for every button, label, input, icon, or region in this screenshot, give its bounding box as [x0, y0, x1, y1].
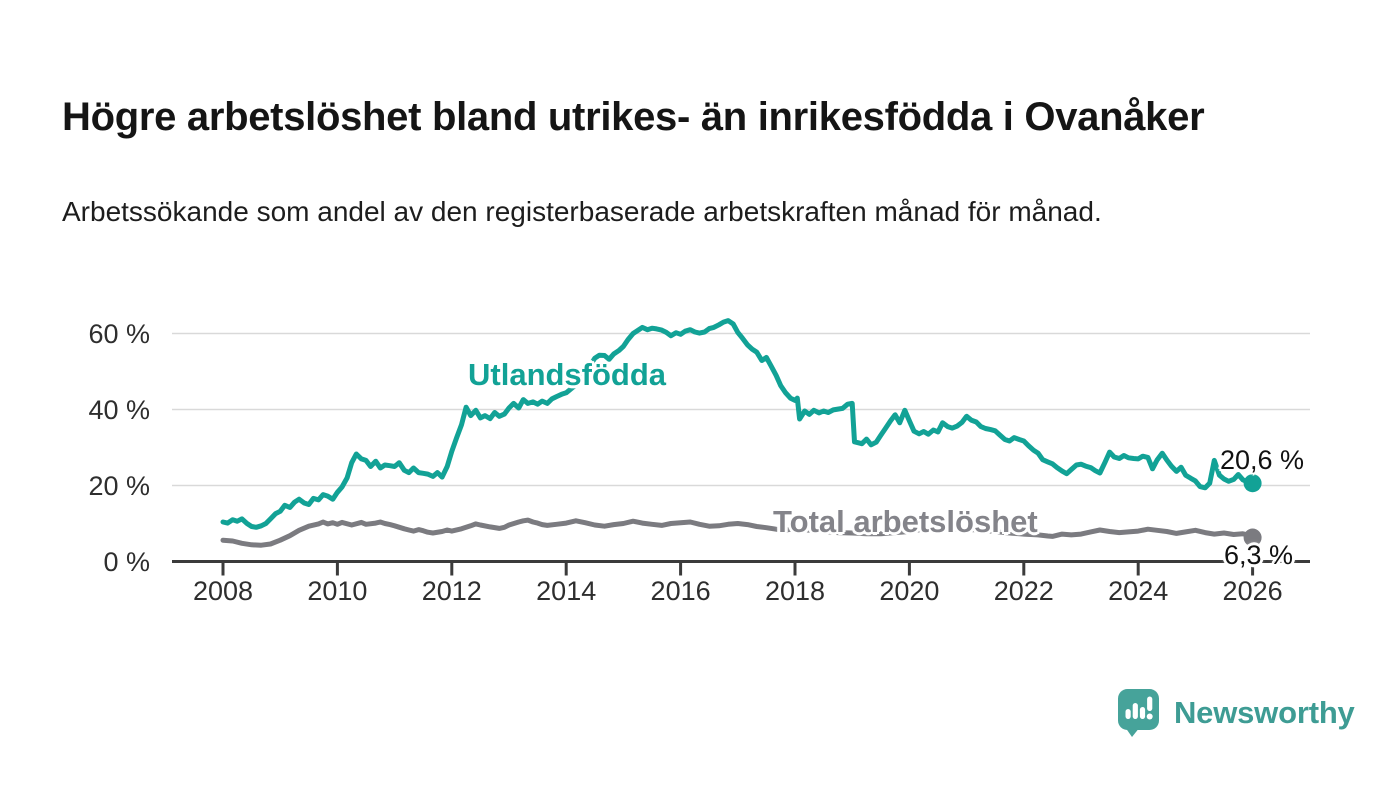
newsworthy-logo: Newsworthy [1117, 688, 1355, 738]
x-tick-label: 2020 [879, 576, 939, 606]
chart-subtitle: Arbetssökande som andel av den registerb… [62, 196, 1102, 227]
x-tick-label: 2016 [651, 576, 711, 606]
series-end-dot-total-arbetsloshet [1243, 528, 1262, 547]
x-tick-label: 2012 [422, 576, 482, 606]
page-title: Högre arbetslöshet bland utrikes- än inr… [62, 94, 1205, 139]
end-value-label-utlandsfodda: 20,6 % [1220, 445, 1305, 475]
x-tick-label: 2018 [765, 576, 825, 606]
y-tick-label: 40 % [88, 395, 150, 425]
y-tick-label: 60 % [88, 319, 150, 349]
end-value-label-total: 6,3 % [1224, 540, 1294, 570]
y-tick-label: 20 % [88, 471, 150, 501]
x-tick-label: 2008 [193, 576, 253, 606]
x-tick-label: 2014 [536, 576, 596, 606]
newsworthy-logo-icon [1118, 689, 1159, 737]
y-tick-label: 0 % [103, 547, 150, 577]
newsworthy-logo-text: Newsworthy [1174, 695, 1355, 730]
x-tick-label: 2024 [1108, 576, 1168, 606]
series-label-utlandsfodda: Utlandsfödda [468, 357, 667, 392]
series-line-utlandsfodda [220, 318, 1256, 530]
x-tick-label: 2022 [994, 576, 1054, 606]
series-line-total-arbetsloshet [220, 517, 1256, 548]
series-label-total-arbetsloshet: Total arbetslöshet [773, 504, 1038, 539]
x-tick-label: 2010 [307, 576, 367, 606]
x-tick-label: 2026 [1223, 576, 1283, 606]
series-end-dot-utlandsfodda [1243, 474, 1262, 493]
